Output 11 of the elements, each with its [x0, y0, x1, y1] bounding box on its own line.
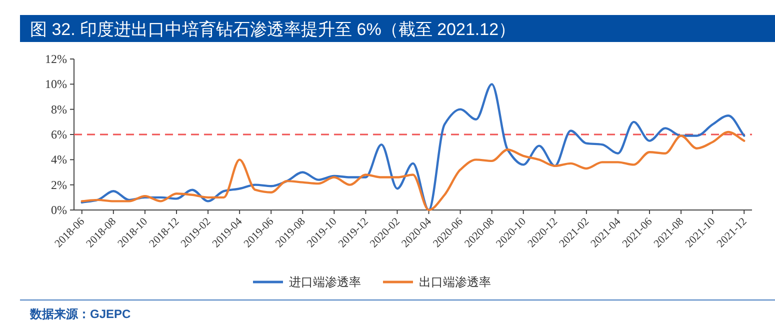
y-tick-label: 8%	[51, 102, 67, 116]
y-tick-label: 4%	[51, 152, 67, 167]
y-tick-label: 12%	[45, 52, 67, 66]
legend-label: 出口端渗透率	[419, 275, 491, 289]
legend-label: 进口端渗透率	[289, 275, 361, 289]
y-tick-label: 10%	[45, 77, 67, 92]
y-tick-label: 0%	[51, 203, 67, 217]
source-note: 数据来源：GJEPC	[29, 307, 132, 321]
title: 图 32. 印度进出口中培育钻石渗透率提升至 6%（截至 2021.12）	[30, 20, 516, 39]
y-tick-label: 2%	[51, 178, 67, 192]
y-tick-label: 6%	[51, 128, 67, 142]
